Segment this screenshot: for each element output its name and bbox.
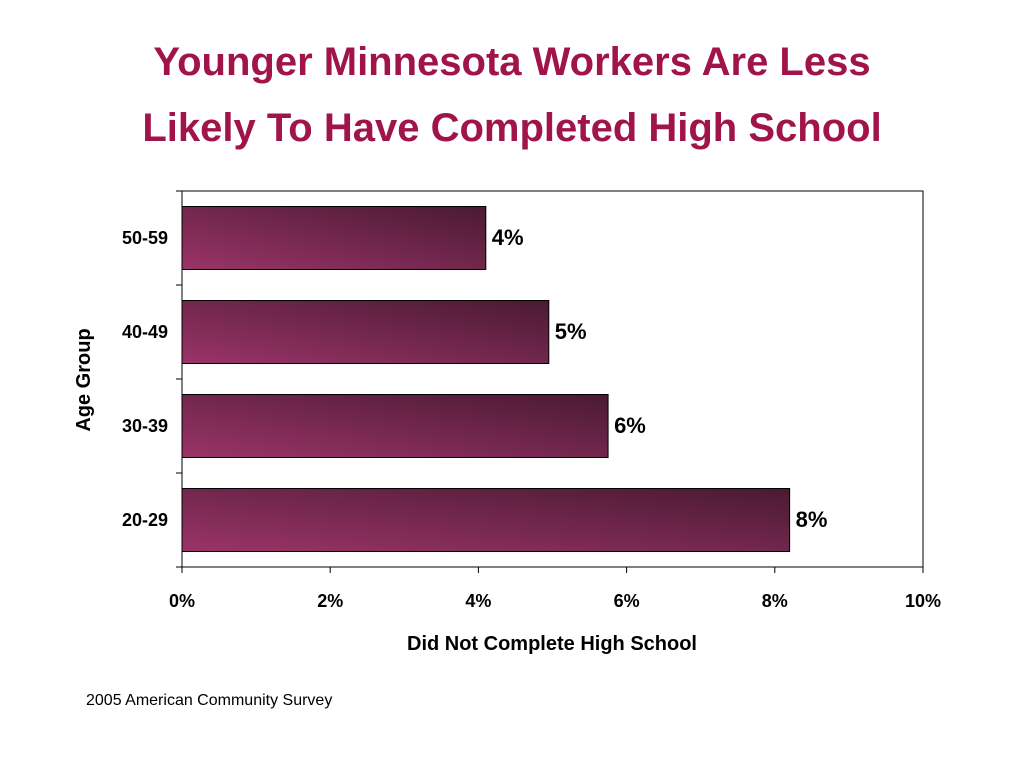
y-axis-ticks [176, 190, 182, 568]
bar-20-29 [181, 488, 791, 552]
data-labels-group: 4% 5% 6% 8% [492, 225, 828, 532]
x-axis-ticks [181, 567, 924, 573]
bar-30-39 [181, 394, 609, 458]
data-label-40-49: 5% [555, 319, 587, 344]
category-label-50-59: 50-59 [122, 228, 168, 248]
bar-40-49 [181, 300, 550, 364]
data-label-20-29: 8% [796, 507, 828, 532]
x-tick-label: 4% [465, 591, 491, 611]
source-note: 2005 American Community Survey [86, 692, 333, 709]
category-label-30-39: 30-39 [122, 416, 168, 436]
bars-group [181, 206, 791, 552]
x-tick-label: 0% [169, 591, 195, 611]
data-label-50-59: 4% [492, 225, 524, 250]
category-label-20-29: 20-29 [122, 510, 168, 530]
y-axis-label: Age Group [73, 328, 95, 431]
x-tick-label: 8% [762, 591, 788, 611]
x-tick-label: 2% [317, 591, 343, 611]
x-tick-label: 10% [905, 591, 941, 611]
bar-50-59 [181, 206, 487, 270]
x-tick-label: 6% [614, 591, 640, 611]
data-label-30-39: 6% [614, 413, 646, 438]
x-tick-labels-group: 0% 2% 4% 6% 8% 10% [169, 591, 941, 611]
chart-title-line-1: Younger Minnesota Workers Are Less [153, 40, 871, 84]
x-axis-label: Did Not Complete High School [407, 633, 697, 655]
chart-title-line-2: Likely To Have Completed High School [142, 106, 882, 150]
category-label-40-49: 40-49 [122, 322, 168, 342]
category-labels-group: 50-59 40-49 30-39 20-29 [122, 228, 168, 530]
